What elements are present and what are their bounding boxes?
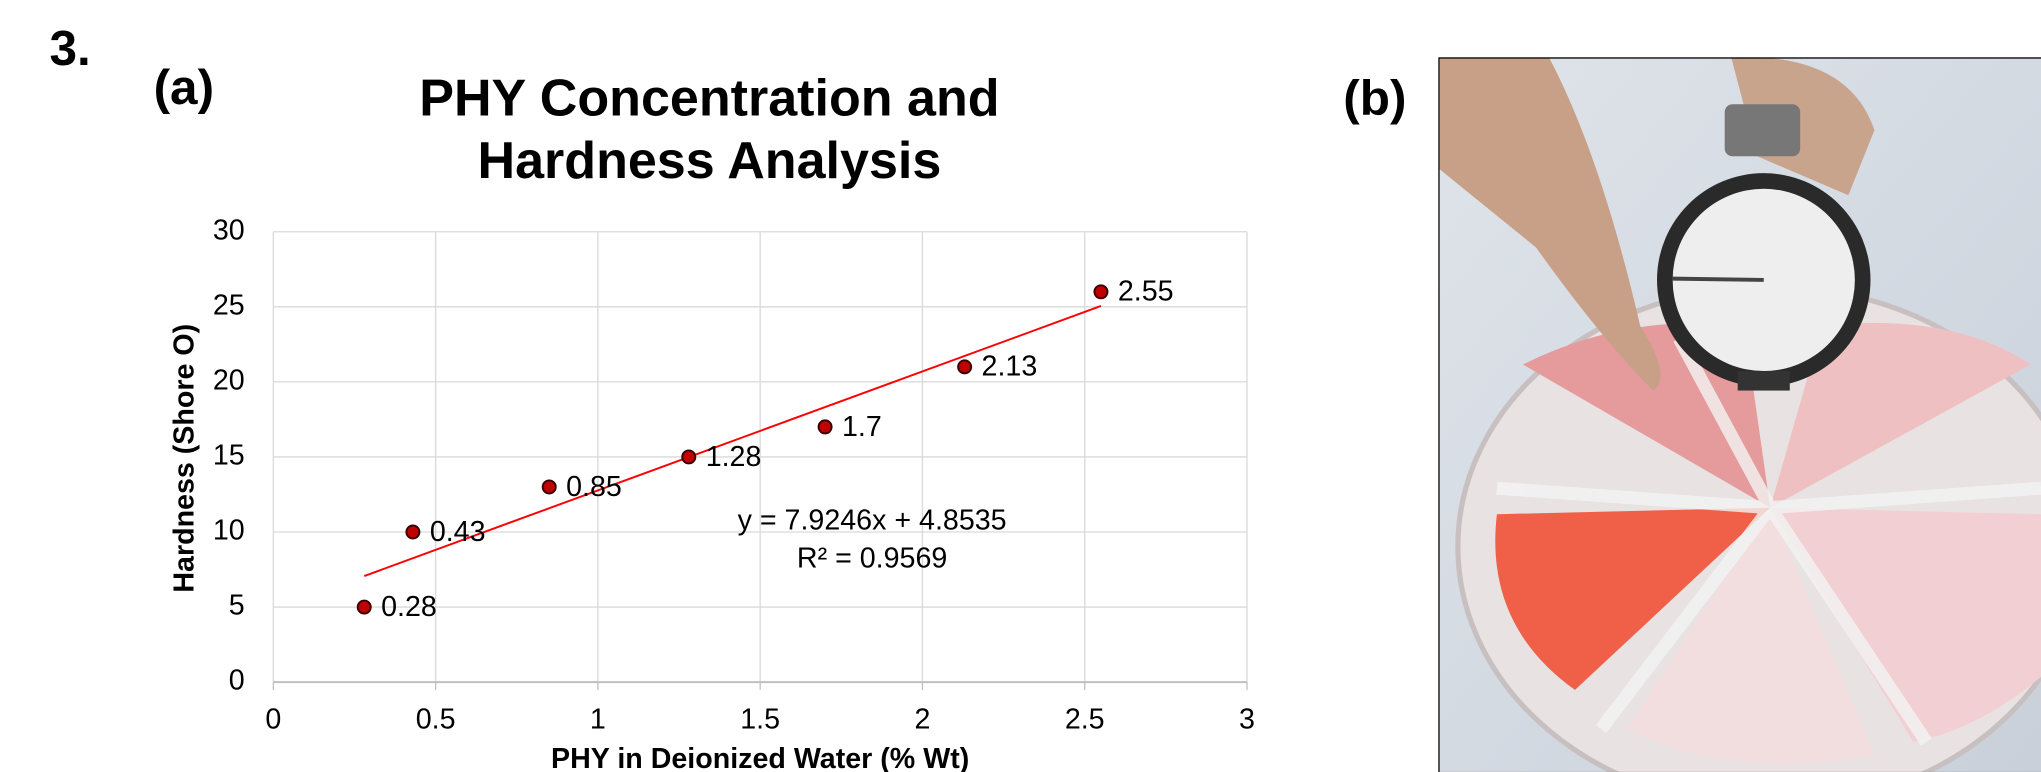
x-tick-label: 0 [265, 704, 281, 736]
panel-label: (a) [154, 60, 214, 115]
x-tick-label: 1 [590, 704, 606, 736]
y-tick-label: 25 [213, 289, 245, 321]
panel-label: (b) [1343, 71, 1406, 126]
x-tick-label: 0.5 [416, 704, 456, 736]
data-point [681, 449, 697, 465]
photo [1439, 57, 2041, 772]
data-point [356, 599, 372, 615]
data-label: 0.85 [566, 471, 622, 503]
data-point [817, 419, 833, 435]
y-tick-label: 10 [213, 515, 245, 547]
y-axis-label: Hardness (Shore O) [169, 324, 201, 593]
x-tick-label: 3 [1239, 704, 1255, 736]
data-point [957, 359, 973, 375]
trendline [363, 305, 1102, 577]
y-tick-label: 15 [213, 440, 245, 472]
data-point [541, 479, 557, 495]
photo-border [1438, 57, 2041, 772]
x-tick-label: 2 [914, 704, 930, 736]
y-tick-label: 20 [213, 364, 245, 396]
y-tick-label: 0 [229, 665, 245, 697]
data-point [405, 524, 421, 540]
x-tick-label: 2.5 [1065, 704, 1105, 736]
x-tick-label: 1.5 [740, 704, 780, 736]
data-label: 0.28 [381, 591, 437, 623]
data-label: 1.28 [706, 441, 762, 473]
chart-title: PHY Concentration and Hardness Analysis [419, 69, 999, 189]
x-axis-label: PHY in Deionized Water (% Wt) [551, 743, 969, 772]
data-label: 2.55 [1118, 276, 1174, 308]
data-point [1093, 284, 1109, 300]
data-label: 2.13 [982, 351, 1038, 383]
y-tick-label: 30 [213, 214, 245, 246]
trendline-r-squared: R² = 0.9569 [797, 542, 947, 574]
data-label: 0.43 [430, 516, 486, 548]
data-label: 1.7 [842, 411, 882, 443]
figure-number: 3. [49, 21, 90, 76]
trendline-equation: y = 7.9246x + 4.8535 [738, 505, 1007, 537]
y-tick-label: 5 [229, 590, 245, 622]
